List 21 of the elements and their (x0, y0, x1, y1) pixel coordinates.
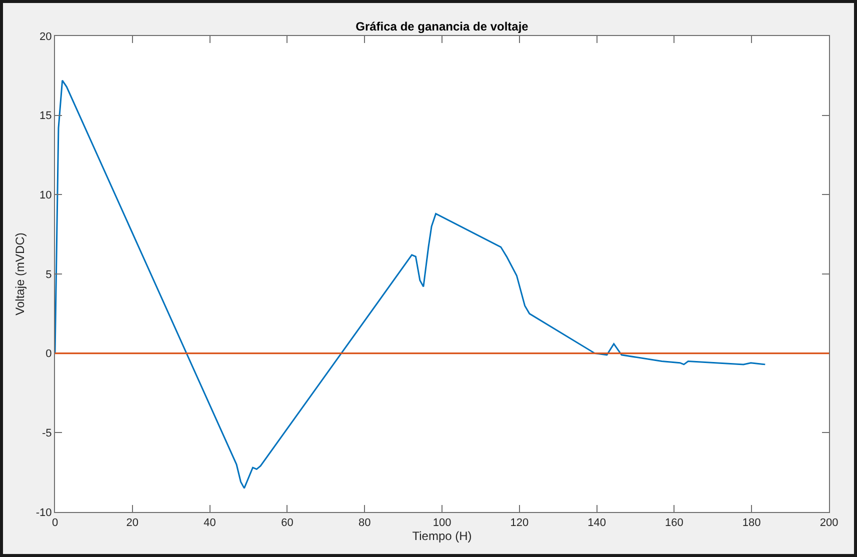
x-tick-label: 100 (432, 517, 452, 530)
y-tick-label: -5 (42, 428, 52, 440)
y-tick-label: -10 (36, 506, 52, 519)
x-tick-label: 80 (358, 517, 371, 530)
y-tick-label: 15 (40, 110, 52, 122)
y-tick-label: 0 (46, 348, 52, 360)
x-tick-label: 140 (588, 517, 606, 530)
x-tick-label: 20 (126, 517, 139, 530)
y-axis-title: Voltaje (mVDC) (13, 232, 28, 316)
x-tick-label: 40 (204, 517, 216, 530)
x-tick-label: 200 (820, 517, 838, 530)
chart-title: Gráfica de ganancia de voltaje (356, 19, 529, 34)
x-tick-label: 60 (281, 517, 294, 530)
x-tick-label: 160 (665, 517, 684, 530)
y-tick-label: 5 (46, 268, 52, 281)
line-series (55, 80, 766, 489)
y-tick-label: 20 (40, 30, 52, 43)
x-tick-label: 180 (742, 517, 761, 530)
y-tick-label: 10 (40, 190, 52, 202)
x-tick-label: 120 (510, 517, 529, 530)
x-axis-title: Tiempo (H) (412, 529, 472, 544)
